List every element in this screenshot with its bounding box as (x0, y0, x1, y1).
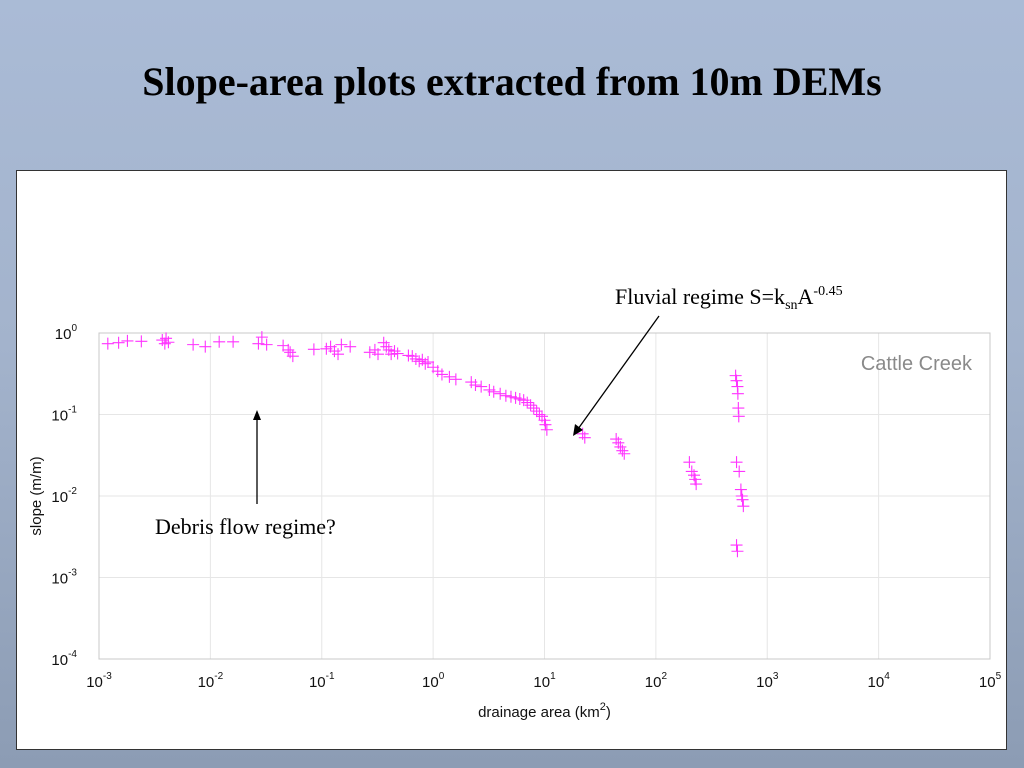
data-point (252, 337, 265, 350)
data-point (409, 352, 422, 365)
y-axis-label: slope (m/m) (28, 456, 45, 535)
data-point (732, 410, 745, 423)
x-tick-label: 101 (533, 671, 556, 691)
data-point (121, 334, 134, 347)
data-point (363, 346, 376, 359)
data-point (135, 335, 148, 348)
debris-arrow (253, 410, 261, 504)
y-tick-label: 10-2 (51, 486, 77, 506)
data-point (690, 478, 703, 491)
data-point (435, 368, 448, 381)
data-point (618, 447, 631, 460)
data-point (616, 444, 629, 457)
data-point (112, 336, 125, 349)
grid (98, 332, 991, 660)
data-point (737, 500, 750, 513)
data-point (419, 357, 432, 370)
data-point (260, 338, 273, 351)
data-point (730, 539, 743, 552)
data-point (736, 493, 749, 506)
data-point (578, 431, 591, 444)
x-tick-label: 100 (422, 671, 445, 691)
data-point (335, 338, 348, 351)
x-tick-label: 104 (868, 671, 891, 691)
data-point (729, 369, 742, 382)
data-point (469, 379, 482, 392)
series-label: Cattle Creek (861, 353, 973, 375)
data-point (683, 456, 696, 469)
data-point (307, 343, 320, 356)
data-point (372, 348, 385, 361)
data-point (527, 402, 540, 415)
data-point (332, 348, 345, 361)
x-tick-label: 102 (645, 671, 668, 691)
data-point (533, 408, 546, 421)
data-point (504, 390, 517, 403)
data-point (730, 456, 743, 469)
slope-area-chart: 10-3 10-2 10-1 100 101 102 103 104 105 10010-110… (28, 284, 1002, 721)
chart-panel: 10-3 10-2 10-1 100 101 102 103 104 105 100 10-1 10… (16, 170, 1007, 750)
y-tick-label: 10-1 (51, 405, 77, 425)
data-point (101, 337, 114, 350)
data-point (540, 423, 553, 436)
data-point (730, 374, 743, 387)
fluvial-annotation: Fluvial regime S=ksnA-0.45 (615, 284, 843, 313)
data-point (286, 350, 299, 363)
data-point (734, 483, 747, 496)
data-point (475, 380, 488, 393)
data-point (388, 345, 401, 358)
data-point (524, 399, 537, 412)
data-point (391, 347, 404, 360)
data-point (187, 338, 200, 351)
data-points (101, 331, 750, 558)
y-tick-labels: 100 10-1 10-2 10-3 10-4 (51, 323, 77, 669)
data-point (282, 343, 295, 356)
data-point (385, 348, 398, 361)
data-point (227, 335, 240, 348)
data-point (530, 405, 543, 418)
data-point (689, 473, 702, 486)
data-point (158, 337, 171, 350)
data-point (213, 335, 226, 348)
data-point (255, 331, 268, 344)
data-point (443, 370, 456, 383)
x-tick-labels: 10-3 10-2 10-1 100 101 102 103 104 105 (86, 671, 1001, 691)
x-axis-label: drainage area (km2) (478, 701, 611, 721)
debris-annotation: Debris flow regime? (155, 514, 336, 539)
slide-title: Slope-area plots extracted from 10m DEMs (142, 59, 882, 104)
data-point (344, 340, 357, 353)
x-tick-label: 10-1 (309, 671, 335, 691)
y-tick-label: 10-3 (51, 568, 77, 588)
data-point (449, 373, 462, 386)
data-point (422, 356, 435, 369)
data-point (733, 465, 746, 478)
y-tick-label: 100 (55, 323, 78, 343)
data-point (380, 340, 393, 353)
data-point (199, 340, 212, 353)
data-point (521, 396, 534, 409)
data-point (731, 545, 744, 558)
data-point (731, 387, 744, 400)
data-point (413, 355, 426, 368)
fluvial-arrow (573, 315, 660, 436)
data-point (494, 387, 507, 400)
plot-frame (98, 332, 991, 660)
x-tick-label: 103 (756, 671, 779, 691)
y-tick-label: 10-4 (51, 649, 77, 669)
data-point (539, 418, 552, 431)
x-tick-label: 10-3 (86, 671, 112, 691)
data-point (487, 385, 500, 398)
data-point (162, 336, 175, 349)
x-tick-label: 105 (979, 671, 1002, 691)
data-point (499, 389, 512, 402)
x-tick-label: 10-2 (198, 671, 224, 691)
